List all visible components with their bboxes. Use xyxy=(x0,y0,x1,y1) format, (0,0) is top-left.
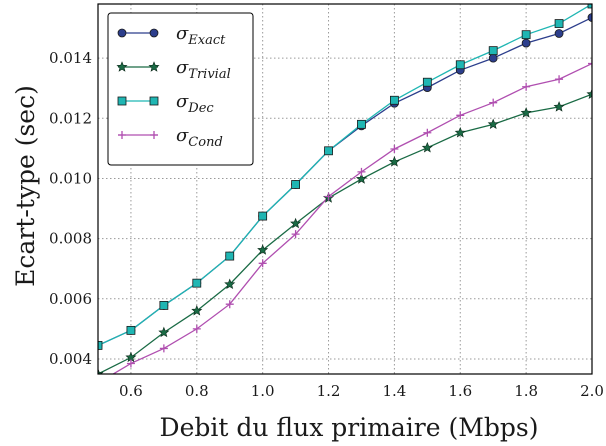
data-point xyxy=(192,278,202,288)
legend-box xyxy=(107,12,254,166)
y-tick-labels: 0.004 0.006 0.008 0.010 0.012 0.014 xyxy=(49,49,92,368)
data-point xyxy=(224,278,236,290)
data-point xyxy=(587,13,592,22)
data-point xyxy=(116,61,128,72)
data-point xyxy=(421,141,433,153)
data-point xyxy=(148,61,160,72)
data-point xyxy=(324,146,333,156)
x-tick-label: 0.6 xyxy=(119,382,143,400)
data-point xyxy=(149,96,159,106)
data-point xyxy=(225,251,235,261)
legend-entry: σExact xyxy=(176,23,226,48)
data-point xyxy=(117,96,127,106)
x-tick-labels: 0.6 0.8 1.0 1.2 1.4 1.6 1.8 2.0 xyxy=(119,382,604,400)
data-point xyxy=(192,324,201,333)
data-point xyxy=(554,19,564,28)
data-point xyxy=(150,131,158,139)
y-tick-label: 0.006 xyxy=(49,290,92,308)
series-line-dec xyxy=(98,4,592,347)
series-markers xyxy=(94,4,592,387)
y-axis-label: Ecart-type (sec) xyxy=(11,85,40,287)
data-point xyxy=(586,88,592,99)
data-point xyxy=(159,344,168,353)
data-point xyxy=(257,244,269,255)
series-line-trivial xyxy=(98,93,592,374)
data-point xyxy=(291,230,300,239)
data-point xyxy=(126,359,135,368)
data-point xyxy=(126,325,136,335)
data-point xyxy=(258,211,268,221)
y-tick-label: 0.008 xyxy=(49,230,92,248)
x-tick-label: 1.8 xyxy=(514,382,538,400)
data-point xyxy=(159,301,169,310)
data-point xyxy=(588,59,592,68)
x-axis-label: Debit du flux primaire (Mbps) xyxy=(160,413,539,442)
data-point xyxy=(488,46,498,56)
data-point xyxy=(290,217,302,229)
y-tick-label: 0.014 xyxy=(49,49,92,67)
data-point xyxy=(522,82,531,91)
x-tick-label: 1.4 xyxy=(382,382,406,400)
data-point xyxy=(291,180,301,189)
y-tick-label: 0.012 xyxy=(49,109,92,127)
data-point xyxy=(355,173,367,184)
data-point xyxy=(149,28,159,38)
data-point xyxy=(456,111,465,120)
data-point xyxy=(521,38,531,48)
data-point xyxy=(553,101,565,112)
data-point xyxy=(423,128,432,137)
data-point xyxy=(98,368,104,374)
data-point xyxy=(487,118,499,130)
x-tick-label: 1.2 xyxy=(317,382,341,400)
y-tick-label: 0.004 xyxy=(49,350,92,368)
x-tick-label: 1.6 xyxy=(448,382,472,400)
data-point xyxy=(158,326,170,338)
data-point xyxy=(118,131,126,139)
data-point xyxy=(390,144,399,153)
data-point xyxy=(554,29,564,38)
legend-entry: σDec xyxy=(176,91,214,116)
data-point xyxy=(488,53,498,63)
y-tick-label: 0.010 xyxy=(49,169,92,187)
data-point xyxy=(94,379,102,387)
data-point xyxy=(324,192,333,201)
x-tick-label: 1.0 xyxy=(251,382,275,400)
data-point xyxy=(587,4,592,9)
data-point xyxy=(357,119,366,129)
data-point xyxy=(555,75,564,84)
data-point xyxy=(489,98,498,107)
x-tick-label: 2.0 xyxy=(580,382,604,400)
data-point xyxy=(521,30,531,40)
data-point xyxy=(520,107,532,118)
data-point xyxy=(191,305,203,316)
legend-entry: σTrivial xyxy=(176,57,231,82)
series-lines xyxy=(98,4,592,374)
legend-entry: σCond xyxy=(176,125,223,150)
data-point xyxy=(258,259,267,268)
legend: σExact σTrivial σDec σCond xyxy=(107,12,254,166)
x-tick-label: 0.8 xyxy=(185,382,209,400)
data-point xyxy=(388,156,400,167)
data-point xyxy=(455,60,465,70)
plot-frame xyxy=(97,3,593,375)
data-point xyxy=(117,28,127,38)
data-point xyxy=(98,341,103,350)
data-point xyxy=(225,300,234,309)
data-point xyxy=(454,126,466,138)
series-line-cond xyxy=(111,62,592,374)
data-point xyxy=(389,95,399,105)
data-point xyxy=(357,167,366,176)
data-point xyxy=(422,77,432,87)
